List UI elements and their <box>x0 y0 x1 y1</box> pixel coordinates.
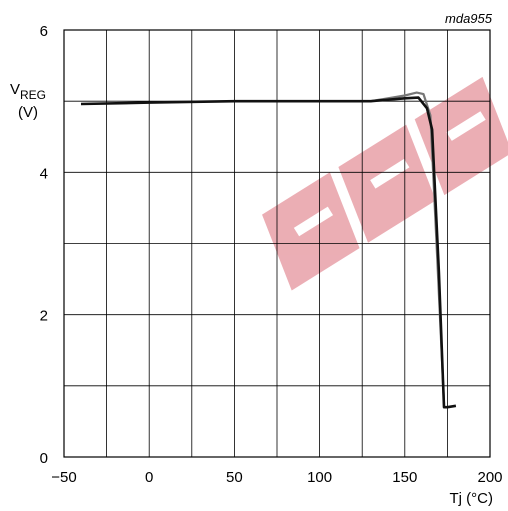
watermark-cut-3 <box>446 111 486 141</box>
y-axis-ticks: 0 2 4 6 <box>40 23 48 467</box>
x-tick-label: −50 <box>51 469 76 486</box>
x-axis-ticks: −50 0 50 100 150 200 <box>51 469 502 486</box>
y-axis-label: VREG <box>10 81 46 102</box>
x-tick-label: 0 <box>145 469 153 486</box>
series-group <box>80 91 457 409</box>
figure-code: mda955 <box>445 11 493 26</box>
watermark-cut-1 <box>293 206 334 237</box>
y-tick-label: 2 <box>40 308 48 325</box>
watermark-block-2 <box>338 124 436 243</box>
x-tick-label: 200 <box>477 469 502 486</box>
y-axis-label-main: V <box>10 81 20 98</box>
y-tick-label: 4 <box>40 165 48 182</box>
chart-grid <box>64 30 490 457</box>
watermark-cut-2 <box>370 158 410 189</box>
x-tick-label: 150 <box>392 469 417 486</box>
y-axis-unit: (V) <box>18 104 38 121</box>
x-tick-label: 50 <box>226 469 243 486</box>
series-line-1 <box>80 96 457 409</box>
y-tick-label: 0 <box>40 450 48 467</box>
watermark-block-3 <box>414 76 508 196</box>
plot-frame <box>63 29 491 458</box>
x-axis-label: Tj (°C) <box>450 490 493 507</box>
watermark-block-1 <box>262 172 360 291</box>
watermark-logo <box>262 76 508 291</box>
y-tick-label: 6 <box>40 23 48 40</box>
watermark-shape <box>262 76 508 291</box>
y-axis-label-sub: REG <box>20 88 46 102</box>
x-tick-label: 100 <box>307 469 332 486</box>
